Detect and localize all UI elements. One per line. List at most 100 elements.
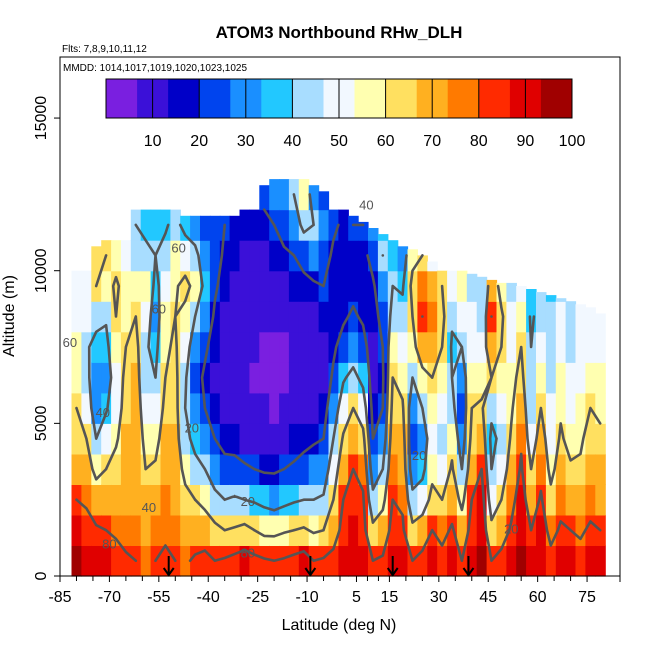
heatmap-cell (338, 514, 349, 546)
heatmap-cell (170, 392, 181, 424)
heatmap-cell (565, 392, 577, 424)
heatmap-cell (387, 392, 399, 424)
heatmap-cell (150, 514, 162, 546)
heatmap-cell (585, 307, 596, 333)
heatmap-cell (555, 298, 567, 302)
heatmap-cell (308, 392, 320, 424)
heatmap-cell (466, 273, 478, 302)
heatmap-cell (417, 514, 428, 546)
contour-label: 20 (241, 494, 255, 509)
heatmap-cell (506, 301, 517, 333)
heatmap-cell (130, 423, 142, 455)
heatmap-cell (249, 240, 260, 272)
heatmap-cell (368, 392, 379, 424)
heatmap-cell (91, 392, 102, 424)
heatmap-cell (111, 514, 122, 546)
heatmap-cell (536, 423, 547, 455)
heatmap-cell (160, 423, 171, 455)
heatmap-cell (595, 453, 606, 485)
heatmap-cell (437, 362, 448, 394)
heatmap-cell (249, 362, 260, 394)
y-tick-label: 10000 (33, 248, 50, 293)
heatmap-cell (120, 484, 132, 516)
heatmap-cell (397, 246, 409, 272)
flight-markers (162, 556, 475, 577)
heatmap-cell (120, 545, 132, 577)
heatmap-cell (526, 484, 537, 516)
heatmap-cell (358, 240, 369, 272)
heatmap-cell (496, 545, 507, 577)
heatmap-cell (397, 301, 409, 333)
heatmap-cell (516, 301, 527, 333)
heatmap-cell (219, 453, 231, 485)
heatmap-cell (437, 453, 448, 485)
heatmap-cell (219, 301, 231, 333)
colorbar-tick-label: 60 (377, 133, 395, 150)
heatmap-cell (269, 392, 280, 424)
contour-label: 20 (412, 448, 426, 463)
heatmap-cell (101, 423, 112, 455)
heatmap-cell (358, 545, 369, 577)
heatmap-cell (259, 545, 270, 577)
x-tick-label: -10 (295, 589, 318, 606)
heatmap-cell (249, 392, 260, 424)
heatmap-cell (81, 453, 92, 485)
x-tick-label: -85 (48, 589, 71, 606)
heatmap-cell (160, 484, 171, 516)
heatmap-cell (526, 392, 537, 424)
contour-line (75, 254, 602, 538)
colorbar-tick-label: 80 (470, 133, 488, 150)
heatmap-cell (279, 209, 290, 241)
heatmap-cell (387, 423, 399, 455)
heatmap-cell (150, 392, 162, 424)
heatmap-cell (427, 301, 438, 333)
heatmap-cell (209, 514, 221, 546)
heatmap-cell (466, 423, 478, 455)
heatmap-cell (200, 301, 211, 333)
heatmap-cell (338, 301, 349, 333)
heatmap-cell (585, 453, 596, 485)
heatmap-cell (456, 362, 468, 394)
heatmap-cell (71, 423, 82, 455)
heatmap-cell (209, 331, 221, 363)
heatmap-cell (239, 301, 250, 333)
heatmap-cell (318, 240, 330, 272)
contour-label: 20 (504, 521, 518, 536)
flight-marker-arrowhead (304, 567, 317, 577)
heatmap-cell (239, 514, 250, 546)
heatmap-cell (239, 423, 250, 455)
heatmap-cell (348, 301, 359, 333)
heatmap-cell (71, 301, 82, 333)
heatmap-cell (91, 484, 102, 516)
heatmap-cell (200, 215, 211, 241)
heatmap-cell (348, 240, 359, 272)
heatmap-cell (545, 331, 557, 363)
heatmap-cell (516, 514, 527, 546)
heatmap-cell (249, 545, 260, 577)
heatmap-cell (298, 209, 310, 241)
heatmap-cell (259, 185, 270, 211)
heatmap-cell (318, 301, 330, 333)
heatmap-cell (120, 453, 132, 485)
heatmap-cell (565, 301, 577, 333)
heatmap-cell (111, 453, 122, 485)
heatmap-cell (298, 240, 310, 272)
heatmap-cell (328, 240, 339, 272)
heatmap-cell (417, 484, 428, 516)
heatmap-cell (140, 514, 152, 546)
heatmap-cell (486, 484, 498, 516)
heatmap-cell (476, 484, 488, 516)
heatmap-cell (328, 301, 339, 333)
heatmap-cell (279, 362, 290, 394)
heatmap-cell (298, 301, 310, 333)
heatmap-cell (170, 240, 181, 272)
heatmap-cell (555, 301, 567, 333)
heatmap-cell (71, 514, 82, 546)
heatmap-cell (555, 392, 567, 424)
heatmap-cell (595, 362, 606, 394)
heatmap-cell (427, 423, 438, 455)
heatmap-cell (486, 514, 498, 546)
heatmap-cell (536, 545, 547, 577)
colorbar-tick-label: 20 (190, 133, 208, 150)
